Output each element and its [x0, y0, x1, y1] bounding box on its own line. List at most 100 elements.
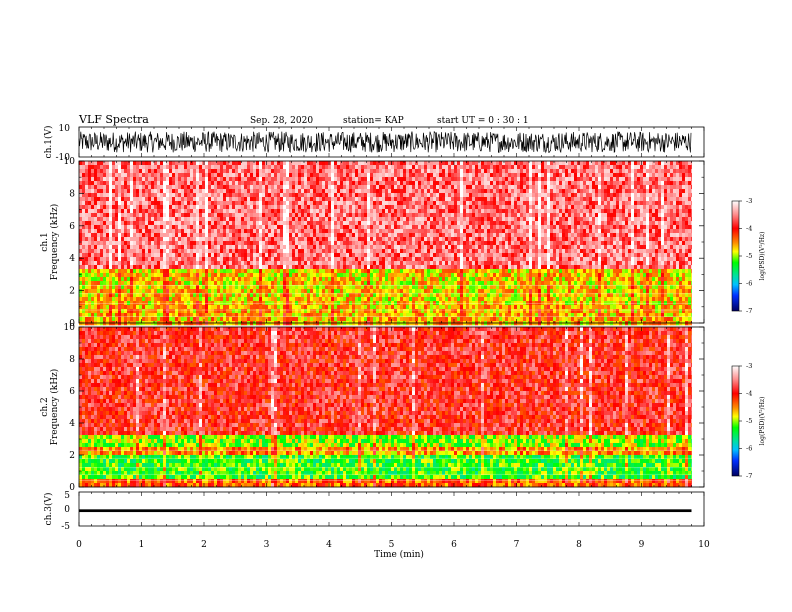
heatmap-cell — [343, 161, 347, 166]
heatmap-cell — [304, 249, 308, 254]
heatmap-cell — [322, 317, 326, 322]
heatmap-cell — [208, 209, 212, 214]
heatmap-cell — [400, 237, 404, 242]
heatmap-cell — [241, 297, 245, 302]
heatmap-cell — [145, 313, 149, 318]
heatmap-cell — [187, 257, 191, 262]
heatmap-cell — [307, 313, 311, 318]
heatmap-cell — [376, 305, 380, 310]
heatmap-cell — [424, 193, 428, 198]
heatmap-cell — [433, 161, 437, 166]
heatmap-cell — [268, 189, 272, 194]
heatmap-cell — [199, 273, 203, 278]
heatmap-cell — [259, 305, 263, 310]
heatmap-cell — [196, 285, 200, 290]
heatmap-cell — [103, 301, 107, 306]
heatmap-cell — [118, 189, 122, 194]
heatmap-cell — [199, 229, 203, 234]
heatmap-cell — [382, 253, 386, 258]
heatmap-cell — [280, 301, 284, 306]
heatmap-cell — [211, 205, 215, 210]
heatmap-cell — [148, 257, 152, 262]
heatmap-cell — [187, 213, 191, 218]
heatmap-cell — [211, 225, 215, 230]
heatmap-cell — [232, 217, 236, 222]
heatmap-cell — [274, 305, 278, 310]
heatmap-cell — [370, 233, 374, 238]
heatmap-cell — [364, 197, 368, 202]
heatmap-cell — [436, 177, 440, 182]
heatmap-cell — [427, 317, 431, 322]
heatmap-cell — [421, 201, 425, 206]
heatmap-cell — [319, 281, 323, 286]
heatmap-cell — [196, 265, 200, 270]
heatmap-cell — [118, 317, 122, 322]
heatmap-cell — [124, 209, 128, 214]
heatmap-cell — [163, 265, 167, 270]
heatmap-cell — [289, 245, 293, 250]
heatmap-cell — [400, 313, 404, 318]
heatmap-cell — [265, 253, 269, 258]
heatmap-cell — [358, 253, 362, 258]
heatmap-cell — [256, 253, 260, 258]
heatmap-cell — [217, 241, 221, 246]
heatmap-cell — [427, 205, 431, 210]
heatmap-cell — [184, 205, 188, 210]
heatmap-cell — [175, 305, 179, 310]
heatmap-cell — [265, 233, 269, 238]
heatmap-cell — [91, 261, 95, 266]
heatmap-cell — [430, 269, 434, 274]
heatmap-cell — [286, 289, 290, 294]
heatmap-cell — [235, 221, 239, 226]
heatmap-cell — [142, 193, 146, 198]
heatmap-cell — [418, 185, 422, 190]
heatmap-cell — [130, 213, 134, 218]
heatmap-cell — [385, 273, 389, 278]
heatmap-cell — [355, 253, 359, 258]
heatmap-cell — [115, 297, 119, 302]
heatmap-cell — [199, 313, 203, 318]
heatmap-cell — [181, 253, 185, 258]
heatmap-cell — [172, 285, 176, 290]
heatmap-cell — [358, 241, 362, 246]
heatmap-cell — [382, 281, 386, 286]
heatmap-cell — [130, 225, 134, 230]
heatmap-cell — [109, 293, 113, 298]
heatmap-cell — [301, 161, 305, 166]
heatmap-cell — [160, 249, 164, 254]
heatmap-cell — [313, 161, 317, 166]
heatmap-cell — [301, 281, 305, 286]
heatmap-cell — [358, 221, 362, 226]
heatmap-cell — [115, 261, 119, 266]
heatmap-cell — [199, 301, 203, 306]
heatmap-cell — [100, 313, 104, 318]
heatmap-cell — [406, 165, 410, 170]
heatmap-cell — [343, 293, 347, 298]
heatmap-cell — [178, 313, 182, 318]
heatmap-cell — [331, 277, 335, 282]
heatmap-cell — [184, 297, 188, 302]
heatmap-cell — [334, 261, 338, 266]
heatmap-cell — [190, 201, 194, 206]
heatmap-cell — [211, 281, 215, 286]
heatmap-cell — [346, 161, 350, 166]
heatmap-cell — [190, 261, 194, 266]
heatmap-cell — [418, 289, 422, 294]
heatmap-cell — [214, 261, 218, 266]
heatmap-cell — [415, 193, 419, 198]
heatmap-cell — [235, 261, 239, 266]
heatmap-cell — [376, 173, 380, 178]
heatmap-cell — [124, 309, 128, 314]
heatmap-cell — [361, 257, 365, 262]
heatmap-cell — [97, 293, 101, 298]
heatmap-cell — [391, 281, 395, 286]
heatmap-cell — [301, 221, 305, 226]
heatmap-cell — [289, 233, 293, 238]
heatmap-cell — [367, 305, 371, 310]
heatmap-cell — [421, 241, 425, 246]
heatmap-cell — [379, 313, 383, 318]
heatmap-cell — [298, 313, 302, 318]
heatmap-cell — [118, 177, 122, 182]
heatmap-cell — [139, 301, 143, 306]
heatmap-cell — [334, 269, 338, 274]
